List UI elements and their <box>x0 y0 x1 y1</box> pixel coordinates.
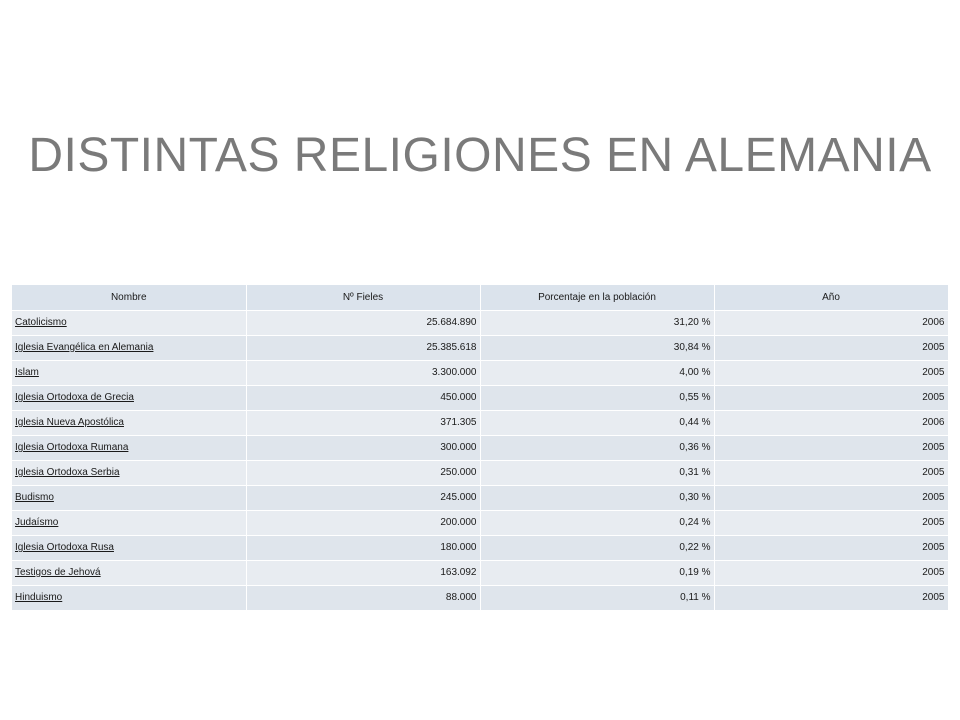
table-row: Iglesia Ortodoxa de Grecia 450.000 0,55 % 2… <box>12 385 949 411</box>
fieles-cell: 25.385.618 <box>246 335 481 361</box>
anio-cell: 2005 <box>714 335 949 361</box>
fieles-cell: 450.000 <box>246 385 481 411</box>
name-cell: Hinduismo <box>12 585 247 611</box>
name-cell: Iglesia Ortodoxa Rumana <box>12 435 247 461</box>
anio-cell: 2005 <box>714 460 949 486</box>
anio-cell: 2005 <box>714 385 949 411</box>
header-nombre: Nombre <box>12 285 247 311</box>
religion-link[interactable]: Testigos de Jehová <box>15 567 101 578</box>
table-row: Hinduismo 88.000 0,11 % 2005 <box>12 585 949 611</box>
table-row: Catolicismo 25.684.890 31,20 % 2006 <box>12 310 949 336</box>
porcentaje-cell: 0,55 % <box>480 385 715 411</box>
porcentaje-cell: 0,31 % <box>480 460 715 486</box>
religion-link[interactable]: Iglesia Ortodoxa Rumana <box>15 442 129 453</box>
name-cell: Iglesia Ortodoxa de Grecia <box>12 385 247 411</box>
name-cell: Islam <box>12 360 247 386</box>
porcentaje-cell: 0,19 % <box>480 560 715 586</box>
name-cell: Iglesia Ortodoxa Rusa <box>12 535 247 561</box>
religion-link[interactable]: Islam <box>15 367 39 378</box>
religion-link[interactable]: Iglesia Ortodoxa Serbia <box>15 467 120 478</box>
fieles-cell: 88.000 <box>246 585 481 611</box>
table-header-row: Nombre Nº Fieles Porcentaje en la poblac… <box>12 285 949 311</box>
name-cell: Judaísmo <box>12 510 247 536</box>
anio-cell: 2005 <box>714 560 949 586</box>
fieles-cell: 180.000 <box>246 535 481 561</box>
header-fieles: Nº Fieles <box>246 285 481 311</box>
porcentaje-cell: 0,24 % <box>480 510 715 536</box>
fieles-cell: 3.300.000 <box>246 360 481 386</box>
name-cell: Iglesia Nueva Apostólica <box>12 410 247 436</box>
table-row: Testigos de Jehová 163.092 0,19 % 2005 <box>12 560 949 586</box>
religion-link[interactable]: Iglesia Nueva Apostólica <box>15 417 124 428</box>
fieles-cell: 300.000 <box>246 435 481 461</box>
fieles-cell: 163.092 <box>246 560 481 586</box>
anio-cell: 2005 <box>714 435 949 461</box>
fieles-cell: 371.305 <box>246 410 481 436</box>
anio-cell: 2006 <box>714 410 949 436</box>
name-cell: Catolicismo <box>12 310 247 336</box>
table-row: Judaísmo 200.000 0,24 % 2005 <box>12 510 949 536</box>
porcentaje-cell: 0,11 % <box>480 585 715 611</box>
table-row: Budismo 245.000 0,30 % 2005 <box>12 485 949 511</box>
table-row: Iglesia Nueva Apostólica 371.305 0,44 % 200… <box>12 410 949 436</box>
anio-cell: 2005 <box>714 485 949 511</box>
religion-link[interactable]: Iglesia Ortodoxa Rusa <box>15 542 114 553</box>
table-row: Iglesia Ortodoxa Rumana 300.000 0,36 % 2005 <box>12 435 949 461</box>
anio-cell: 2005 <box>714 585 949 611</box>
anio-cell: 2005 <box>714 510 949 536</box>
porcentaje-cell: 0,44 % <box>480 410 715 436</box>
fieles-cell: 200.000 <box>246 510 481 536</box>
name-cell: Budismo <box>12 485 247 511</box>
name-cell: Iglesia Evangélica en Alemania <box>12 335 247 361</box>
religion-link[interactable]: Iglesia Evangélica en Alemania <box>15 342 154 353</box>
porcentaje-cell: 0,22 % <box>480 535 715 561</box>
porcentaje-cell: 4,00 % <box>480 360 715 386</box>
religion-link[interactable]: Hinduismo <box>15 592 63 603</box>
porcentaje-cell: 31,20 % <box>480 310 715 336</box>
fieles-cell: 245.000 <box>246 485 481 511</box>
anio-cell: 2006 <box>714 310 949 336</box>
name-cell: Testigos de Jehová <box>12 560 247 586</box>
anio-cell: 2005 <box>714 360 949 386</box>
anio-cell: 2005 <box>714 535 949 561</box>
page-title: DISTINTAS RELIGIONES EN ALEMANIA <box>28 129 932 182</box>
religion-link[interactable]: Budismo <box>15 492 54 503</box>
header-porcentaje: Porcentaje en la población <box>480 285 715 311</box>
fieles-cell: 250.000 <box>246 460 481 486</box>
table-row: Iglesia Evangélica en Alemania 25.385.618… <box>12 335 949 361</box>
table-row: Iglesia Ortodoxa Rusa 180.000 0,22 % 2005 <box>12 535 949 561</box>
header-anio: Año <box>714 285 949 311</box>
porcentaje-cell: 0,30 % <box>480 485 715 511</box>
table-row: Islam 3.300.000 4,00 % 2005 <box>12 360 949 386</box>
table-body: Catolicismo 25.684.890 31,20 % 2006 Iglesia … <box>12 310 949 611</box>
religion-link[interactable]: Iglesia Ortodoxa de Grecia <box>15 392 134 403</box>
religions-table: Nombre Nº Fieles Porcentaje en la poblac… <box>12 285 949 611</box>
religion-link[interactable]: Judaísmo <box>15 517 59 528</box>
religion-link[interactable]: Catolicismo <box>15 317 67 328</box>
name-cell: Iglesia Ortodoxa Serbia <box>12 460 247 486</box>
fieles-cell: 25.684.890 <box>246 310 481 336</box>
table-row: Iglesia Ortodoxa Serbia 250.000 0,31 % 2005 <box>12 460 949 486</box>
porcentaje-cell: 30,84 % <box>480 335 715 361</box>
porcentaje-cell: 0,36 % <box>480 435 715 461</box>
